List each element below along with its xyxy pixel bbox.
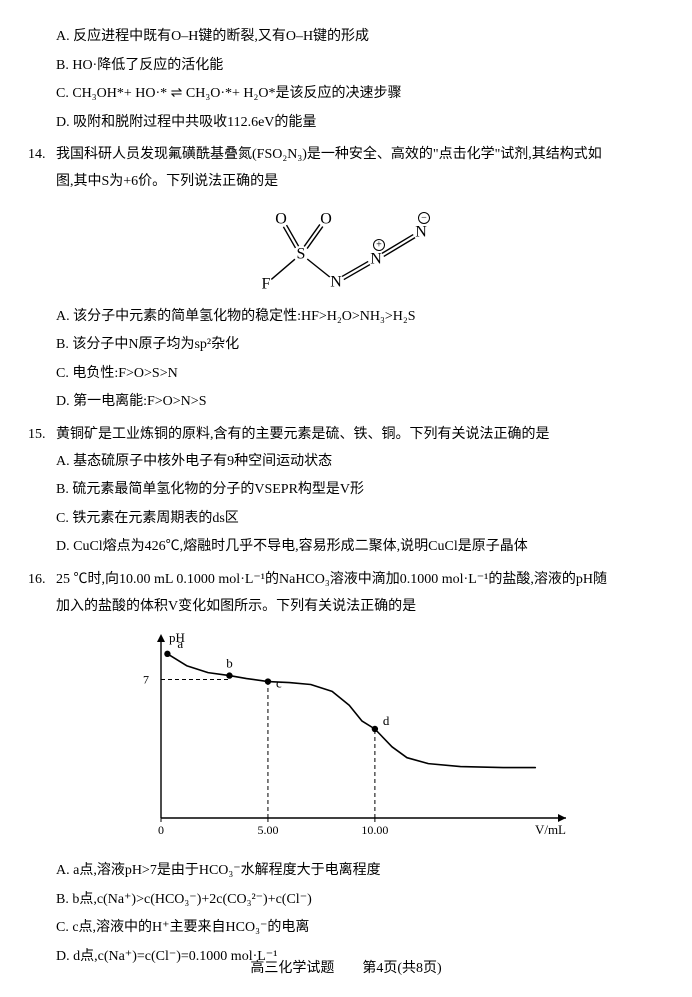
q15-stem: 黄铜矿是工业炼铜的原料,含有的主要元素是硫、铁、铜。下列有关说法正确的是 <box>56 422 664 449</box>
q16-option-c: C. c点,溶液中的H⁺主要来自HCO₃⁻的电离 <box>28 915 664 942</box>
q13-option-d: D. 吸附和脱附过程中共吸收112.6eV的能量 <box>28 110 664 137</box>
svg-text:N: N <box>370 250 382 267</box>
svg-text:b: b <box>226 656 233 671</box>
q14-structure-diagram: SOOFNNN+− <box>226 204 466 294</box>
q14-option-d: D. 第一电离能:F>O>N>S <box>28 389 664 416</box>
q15-option-c: C. 铁元素在元素周期表的ds区 <box>28 506 664 533</box>
q13-option-c: C. CH₃OH*+ HO·* ⇌ CH₃O·*+ H₂O*是该反应的决速步骤 <box>28 81 664 108</box>
q14-number: 14. <box>28 142 56 169</box>
svg-text:a: a <box>177 636 183 651</box>
svg-text:10.00: 10.00 <box>361 823 388 837</box>
q14-option-a: A. 该分子中元素的简单氢化物的稳定性:HF>H₂O>NH₃>H₂S <box>28 304 664 331</box>
q15-number: 15. <box>28 422 56 449</box>
question-14: 14. 我国科研人员发现氟磺酰基叠氮(FSO₂N₃)是一种安全、高效的"点击化学… <box>28 142 664 416</box>
q15-option-a: A. 基态硫原子中核外电子有9种空间运动状态 <box>28 449 664 476</box>
q16-number: 16. <box>28 567 56 594</box>
q15-option-b: B. 硫元素最简单氢化物的分子的VSEPR构型是V形 <box>28 477 664 504</box>
svg-text:O: O <box>320 210 332 227</box>
question-15: 15. 黄铜矿是工业炼铜的原料,含有的主要元素是硫、铁、铜。下列有关说法正确的是… <box>28 422 664 561</box>
q16-option-a: A. a点,溶液pH>7是由于HCO₃⁻水解程度大于电离程度 <box>28 858 664 885</box>
footer-page: 第4页(共8页) <box>362 961 441 976</box>
q16-ph-chart: pHV/mL05.0010.007abcd <box>106 628 586 848</box>
footer-title: 高三化学试题 <box>250 961 334 976</box>
svg-text:O: O <box>275 210 287 227</box>
svg-text:5.00: 5.00 <box>257 823 278 837</box>
svg-text:−: − <box>421 212 427 223</box>
svg-text:+: + <box>376 239 382 250</box>
svg-text:7: 7 <box>143 673 149 687</box>
q13-option-b: B. HO·降低了反应的活化能 <box>28 53 664 80</box>
q16-option-b: B. b点,c(Na⁺)>c(HCO₃⁻)+2c(CO₃²⁻)+c(Cl⁻) <box>28 887 664 914</box>
q14-stem-line2: 图,其中S为+6价。下列说法正确的是 <box>28 169 664 196</box>
q14-option-c: C. 电负性:F>O>S>N <box>28 361 664 388</box>
q14-stem-line1: 我国科研人员发现氟磺酰基叠氮(FSO₂N₃)是一种安全、高效的"点击化学"试剂,… <box>56 142 664 169</box>
svg-text:V/mL: V/mL <box>535 822 566 837</box>
svg-text:S: S <box>297 245 306 262</box>
svg-text:c: c <box>276 676 282 691</box>
page-footer: 高三化学试题 第4页(共8页) <box>0 956 692 983</box>
svg-text:F: F <box>262 275 271 292</box>
q14-option-b: B. 该分子中N原子均为sp²杂化 <box>28 332 664 359</box>
q16-stem-line1: 25 ℃时,向10.00 mL 0.1000 mol·L⁻¹的NaHCO₃溶液中… <box>56 567 664 594</box>
svg-text:0: 0 <box>158 823 164 837</box>
q15-option-d: D. CuCl熔点为426℃,熔融时几乎不导电,容易形成二聚体,说明CuCl是原… <box>28 534 664 561</box>
question-16: 16. 25 ℃时,向10.00 mL 0.1000 mol·L⁻¹的NaHCO… <box>28 567 664 971</box>
svg-text:N: N <box>415 223 427 240</box>
svg-text:N: N <box>330 273 342 290</box>
q13-option-a: A. 反应进程中既有O–H键的断裂,又有O–H键的形成 <box>28 24 664 51</box>
svg-text:d: d <box>383 713 390 728</box>
q16-stem-line2: 加入的盐酸的体积V变化如图所示。下列有关说法正确的是 <box>28 594 664 621</box>
